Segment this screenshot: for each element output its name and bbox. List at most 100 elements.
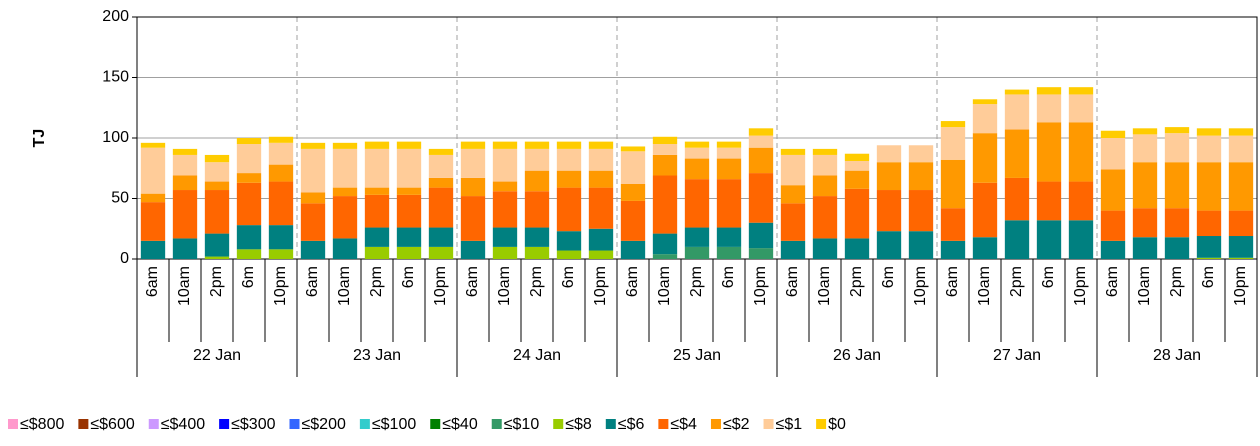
bar-segment [684,158,710,180]
x-tick-label: 6am [304,266,321,297]
bar-segment [652,136,678,145]
x-tick-label: 10am [496,266,513,306]
bar-segment [204,190,230,234]
bar-segment [556,231,582,251]
bar-segment [204,181,230,191]
x-tick-label: 6am [1104,266,1121,297]
bar-segment [556,141,582,149]
bar-segment [1132,134,1158,163]
bar-segment [524,191,550,228]
bar-segment [1036,181,1062,221]
bar-segment [268,181,294,226]
bar-segment [492,141,518,149]
bar-segment [140,240,166,259]
bar-segment [1068,181,1094,221]
bar-segment [588,170,614,188]
bar-segment [588,141,614,149]
legend-swatch [78,419,89,429]
bar-segment [428,177,454,188]
y-tick-label: 200 [102,8,129,25]
group-label: 26 Jan [833,347,881,364]
bar-segment [396,187,422,195]
bar-segment [844,188,870,239]
bar-segment [620,151,646,184]
bar-segment [972,182,998,238]
group-label: 27 Jan [993,347,1041,364]
x-tick-label: 6m [240,266,257,288]
bar-segment [1132,162,1158,209]
group-label: 23 Jan [353,347,401,364]
bar-segment [460,177,486,197]
bar-segment [588,250,614,259]
x-tick-label: 10pm [912,266,929,306]
bar-segment [428,187,454,228]
legend-swatch [816,419,827,429]
bar-segment [940,127,966,160]
legend-label: ≤$300 [231,416,275,433]
x-tick-label: 2pm [688,266,705,297]
legend-swatch [710,419,721,429]
bar-segment [1132,237,1158,259]
bar-segment [396,141,422,149]
x-tick-label: 2pm [848,266,865,297]
bar-segment [908,190,934,232]
bar-segment [556,250,582,259]
x-tick-label: 6m [1040,266,1057,288]
bar-segment [1196,128,1222,136]
legend-label: ≤$400 [161,416,205,433]
bar-segment [652,233,678,255]
x-tick-label: 6am [144,266,161,297]
legend-swatch [491,419,502,429]
bar-segment [716,179,742,228]
bar-segment [1068,87,1094,95]
bar-segment [236,138,262,145]
bar-segment [1068,94,1094,123]
bar-segment [300,192,326,204]
bar-segment [1100,130,1126,138]
bar-segment [940,208,966,241]
bar-segment [716,227,742,247]
bar-segment [1196,162,1222,211]
bar-segment [844,170,870,189]
bar-segment [492,246,518,259]
bar-segment [1228,162,1254,211]
x-tick-label: 10pm [272,266,289,306]
bar-segment [940,159,966,209]
bar-segment [844,238,870,259]
x-tick-label: 6m [880,266,897,288]
bar-segment [172,148,198,155]
bar-segment [236,249,262,259]
bar-segment [780,185,806,204]
bar-segment [236,225,262,250]
bar-segment [396,148,422,188]
bar-segment [780,154,806,186]
bar-segment [876,231,902,259]
bar-segment [812,238,838,259]
x-tick-label: 2pm [1168,266,1185,297]
bar-segment [1004,220,1030,259]
bar-segment [812,196,838,239]
bar-segment [524,227,550,247]
x-tick-label: 10am [176,266,193,306]
x-tick-label: 10am [1136,266,1153,306]
bar-segment [748,173,774,223]
bar-segment [428,154,454,178]
bar-segment [332,148,358,188]
bar-segment [620,200,646,241]
x-tick-label: 10am [656,266,673,306]
legend-label: ≤$2 [723,416,750,433]
bar-segment [140,147,166,194]
legend-label: ≤$600 [90,416,134,433]
bar-segment [1132,208,1158,238]
bar-segment [1036,122,1062,182]
bar-segment [300,148,326,193]
bar-segment [268,142,294,165]
bar-segment [556,148,582,171]
bar-segment [492,227,518,247]
bar-segment [684,179,710,228]
bar-segment [812,175,838,197]
legend-swatch [553,419,564,429]
bar-segment [300,240,326,259]
x-tick-label: 2pm [528,266,545,297]
bar-segment [268,249,294,259]
